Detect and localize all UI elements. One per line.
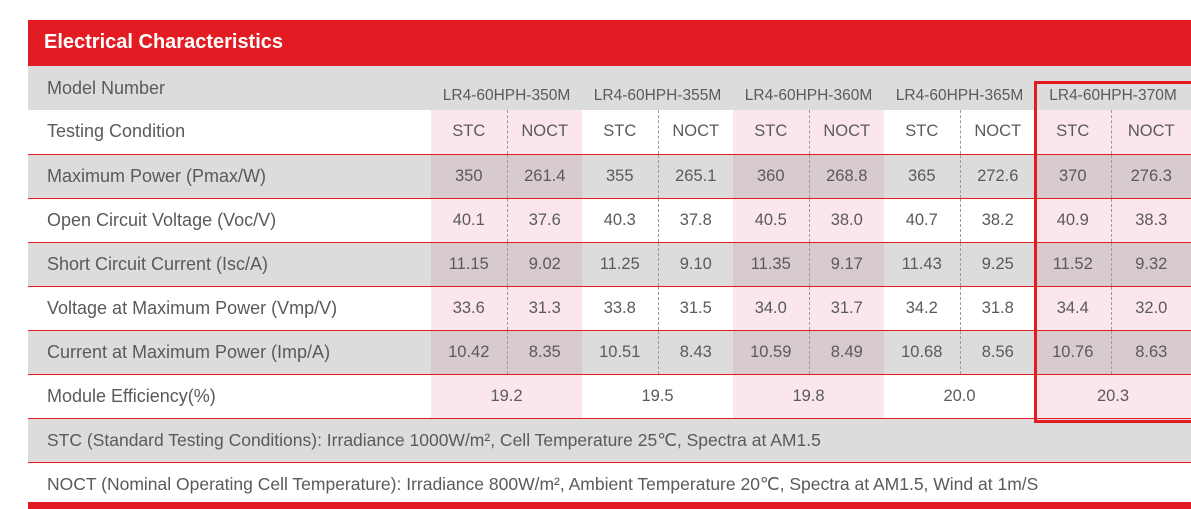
cell-noct: NOCT [960,110,1035,155]
cell-value: 8.43 [658,330,733,375]
cell-value: 38.0 [809,198,884,243]
cell-value: 10.76 [1035,330,1112,375]
cell-efficiency: 20.0 [884,374,1035,419]
cell-noct: NOCT [507,110,582,155]
cell-value: 9.17 [809,242,884,287]
bottom-accent-bar [28,502,1191,509]
cell-value: 11.43 [884,242,961,287]
stc-note: STC (Standard Testing Conditions): Irrad… [28,418,1191,463]
spec-table: Model Number LR4-60HPH-350M LR4-60HPH-35… [28,66,1191,506]
cell-value: 31.5 [658,286,733,331]
short-circuit-current-row: Short Circuit Current (Isc/A) 11.15 9.02… [28,242,1191,287]
cell-stc: STC [884,110,961,155]
cell-noct: NOCT [809,110,884,155]
cell-value: 40.9 [1035,198,1112,243]
cell-value: 360 [733,154,810,199]
noct-note-row: NOCT (Nominal Operating Cell Temperature… [28,462,1191,506]
cell-value: 33.8 [582,286,659,331]
cell-value: 365 [884,154,961,199]
cell-noct: NOCT [1111,110,1191,155]
testing-condition-row: Testing Condition STC NOCT STC NOCT STC … [28,110,1191,155]
cell-stc: STC [733,110,810,155]
cell-value: 40.7 [884,198,961,243]
cell-stc: STC [431,110,508,155]
cell-value: 10.68 [884,330,961,375]
cell-value: 38.3 [1111,198,1191,243]
cell-efficiency: 20.3 [1035,374,1191,419]
row-label-pmax: Maximum Power (Pmax/W) [28,154,431,199]
cell-value: 268.8 [809,154,884,199]
cell-value: 37.8 [658,198,733,243]
cell-value: 11.52 [1035,242,1112,287]
cell-value: 33.6 [431,286,508,331]
model-name: LR4-60HPH-365M [884,66,1035,110]
cell-value: 34.2 [884,286,961,331]
cell-value: 10.51 [582,330,659,375]
cell-value: 265.1 [658,154,733,199]
cell-value: 261.4 [507,154,582,199]
cell-value: 370 [1035,154,1112,199]
cell-value: 31.3 [507,286,582,331]
cell-value: 9.10 [658,242,733,287]
voltage-max-power-row: Voltage at Maximum Power (Vmp/V) 33.6 31… [28,286,1191,331]
cell-noct: NOCT [658,110,733,155]
cell-value: 34.0 [733,286,810,331]
cell-value: 10.42 [431,330,508,375]
cell-value: 8.49 [809,330,884,375]
row-label-testing: Testing Condition [28,110,431,155]
cell-value: 11.25 [582,242,659,287]
cell-efficiency: 19.5 [582,374,733,419]
cell-value: 276.3 [1111,154,1191,199]
open-circuit-voltage-row: Open Circuit Voltage (Voc/V) 40.1 37.6 4… [28,198,1191,243]
row-label-eff: Module Efficiency(%) [28,374,431,419]
cell-value: 355 [582,154,659,199]
row-label-vmp: Voltage at Maximum Power (Vmp/V) [28,286,431,331]
cell-value: 11.35 [733,242,810,287]
electrical-characteristics-sheet: Electrical Characteristics Model Number … [28,20,1191,509]
max-power-row: Maximum Power (Pmax/W) 350 261.4 355 265… [28,154,1191,199]
cell-value: 10.59 [733,330,810,375]
cell-value: 272.6 [960,154,1035,199]
cell-stc: STC [582,110,659,155]
cell-value: 9.02 [507,242,582,287]
row-label-voc: Open Circuit Voltage (Voc/V) [28,198,431,243]
row-label-isc: Short Circuit Current (Isc/A) [28,242,431,287]
cell-value: 34.4 [1035,286,1112,331]
cell-efficiency: 19.8 [733,374,884,419]
model-name: LR4-60HPH-360M [733,66,884,110]
model-number-row: Model Number LR4-60HPH-350M LR4-60HPH-35… [28,66,1191,110]
cell-value: 8.56 [960,330,1035,375]
cell-value: 40.1 [431,198,508,243]
cell-value: 40.5 [733,198,810,243]
cell-value: 31.7 [809,286,884,331]
cell-value: 31.8 [960,286,1035,331]
cell-value: 40.3 [582,198,659,243]
section-header: Electrical Characteristics [28,20,1191,66]
cell-value: 9.32 [1111,242,1191,287]
cell-stc: STC [1035,110,1112,155]
cell-value: 11.15 [431,242,508,287]
noct-note: NOCT (Nominal Operating Cell Temperature… [28,462,1191,506]
cell-value: 8.35 [507,330,582,375]
model-name: LR4-60HPH-355M [582,66,733,110]
current-max-power-row: Current at Maximum Power (Imp/A) 10.42 8… [28,330,1191,375]
model-name: LR4-60HPH-350M [431,66,582,110]
cell-value: 38.2 [960,198,1035,243]
row-label-model: Model Number [28,66,431,110]
cell-value: 9.25 [960,242,1035,287]
stc-note-row: STC (Standard Testing Conditions): Irrad… [28,418,1191,463]
cell-value: 8.63 [1111,330,1191,375]
cell-value: 32.0 [1111,286,1191,331]
section-title: Electrical Characteristics [44,31,284,53]
cell-value: 37.6 [507,198,582,243]
model-name: LR4-60HPH-370M [1035,66,1191,110]
row-label-imp: Current at Maximum Power (Imp/A) [28,330,431,375]
cell-value: 350 [431,154,508,199]
cell-efficiency: 19.2 [431,374,582,419]
module-efficiency-row: Module Efficiency(%) 19.2 19.5 19.8 20.0… [28,374,1191,419]
